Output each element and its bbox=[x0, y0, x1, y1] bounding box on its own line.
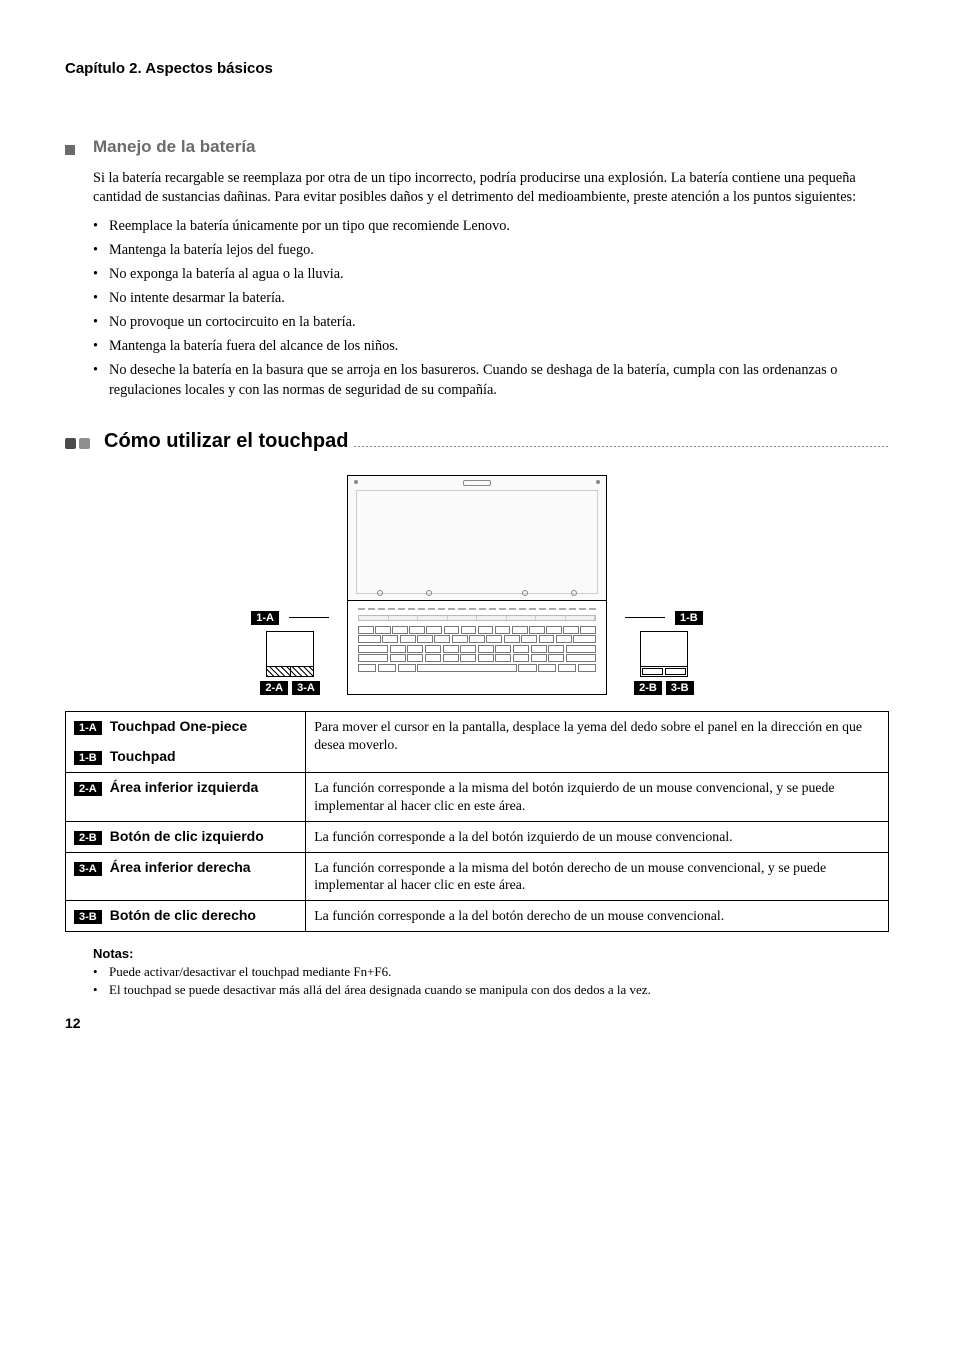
table-tag: 2-A bbox=[74, 782, 102, 796]
table-tag: 3-B bbox=[74, 910, 102, 924]
table-label: Botón de clic derecho bbox=[108, 901, 306, 932]
tag-1b: 1-B bbox=[675, 611, 703, 625]
table-tag: 3-A bbox=[74, 862, 102, 876]
page-number: 12 bbox=[65, 1015, 889, 1031]
section-battery-intro: Si la batería recargable se reemplaza po… bbox=[93, 169, 889, 208]
chapter-title: Capítulo 2. Aspectos básicos bbox=[65, 60, 889, 77]
list-item: Reemplace la batería únicamente por un t… bbox=[93, 216, 889, 236]
table-desc: La función corresponde a la del botón de… bbox=[306, 901, 889, 932]
section-battery-header: Manejo de la batería bbox=[65, 137, 889, 157]
table-tag: 2-B bbox=[74, 831, 102, 845]
section-touchpad-title: Cómo utilizar el touchpad bbox=[104, 430, 348, 453]
section-touchpad-header: Cómo utilizar el touchpad bbox=[65, 430, 889, 453]
table-desc: La función corresponde a la del botón iz… bbox=[306, 821, 889, 852]
table-label: Botón de clic izquierdo bbox=[108, 821, 306, 852]
tag-3b: 3-B bbox=[666, 681, 694, 695]
notes-title: Notas: bbox=[93, 946, 889, 961]
tag-2a: 2-A bbox=[260, 681, 288, 695]
list-item: El touchpad se puede desactivar más allá… bbox=[93, 981, 889, 999]
list-item: No intente desarmar la batería. bbox=[93, 288, 889, 308]
table-tag: 1-B bbox=[74, 751, 102, 765]
table-label: Touchpad bbox=[108, 742, 306, 773]
touchpad-onepiece-icon bbox=[266, 631, 314, 677]
touchpad-diagram: 1-A 2-A 3-A bbox=[65, 475, 889, 705]
double-square-icon bbox=[65, 438, 90, 449]
tag-2b: 2-B bbox=[634, 681, 662, 695]
table-label: Touchpad One-piece bbox=[108, 711, 306, 742]
table-label: Área inferior derecha bbox=[108, 852, 306, 901]
table-label: Área inferior izquierda bbox=[108, 772, 306, 821]
list-item: Puede activar/desactivar el touchpad med… bbox=[93, 963, 889, 981]
touchpad-feature-table: 1-A Touchpad One-piece Para mover el cur… bbox=[65, 711, 889, 933]
list-item: Mantenga la batería lejos del fuego. bbox=[93, 240, 889, 260]
dash-line bbox=[354, 446, 889, 447]
table-desc: La función corresponde a la misma del bo… bbox=[306, 852, 889, 901]
table-desc: Para mover el cursor en la pantalla, des… bbox=[306, 711, 889, 772]
section-battery-title: Manejo de la batería bbox=[93, 137, 256, 157]
laptop-illustration bbox=[347, 475, 607, 695]
tag-1a: 1-A bbox=[251, 611, 279, 625]
tag-3a: 3-A bbox=[292, 681, 320, 695]
list-item: No provoque un cortocircuito en la bater… bbox=[93, 312, 889, 332]
battery-bullet-list: Reemplace la batería únicamente por un t… bbox=[93, 216, 889, 400]
table-tag: 1-A bbox=[74, 721, 102, 735]
notes-list: Puede activar/desactivar el touchpad med… bbox=[93, 963, 889, 998]
list-item: No deseche la batería en la basura que s… bbox=[93, 360, 889, 400]
square-bullet-icon bbox=[65, 145, 75, 155]
touchpad-standard-icon bbox=[640, 631, 688, 677]
list-item: Mantenga la batería fuera del alcance de… bbox=[93, 336, 889, 356]
table-desc: La función corresponde a la misma del bo… bbox=[306, 772, 889, 821]
list-item: No exponga la batería al agua o la lluvi… bbox=[93, 264, 889, 284]
